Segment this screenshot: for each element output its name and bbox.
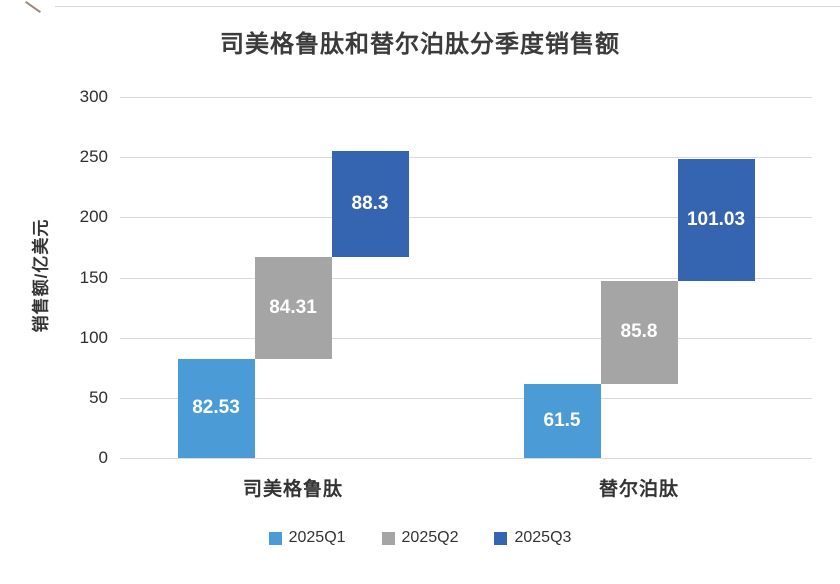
legend-swatch (494, 531, 508, 545)
bar-value-label: 61.5 (543, 409, 581, 431)
gridline (120, 397, 812, 399)
legend-item: 2025Q3 (494, 529, 571, 547)
top-divider (55, 6, 840, 7)
legend-swatch (381, 531, 395, 545)
bar-segment: 88.3 (331, 150, 409, 258)
y-tick-label: 150 (79, 267, 108, 287)
gridline (120, 277, 812, 279)
bar-segment: 85.8 (600, 280, 678, 384)
gridline (120, 217, 812, 219)
bar-segment: 84.31 (254, 257, 332, 359)
bar-value-label: 82.53 (192, 397, 240, 419)
bar-segment: 101.03 (677, 159, 755, 281)
bar-value-label: 84.31 (269, 296, 317, 318)
y-tick-label: 300 (79, 87, 108, 106)
chart-title: 司美格鲁肽和替尔泊肽分季度销售额 (220, 31, 620, 58)
y-tick-label: 0 (98, 448, 108, 467)
x-category-label: 司美格鲁肽 (242, 479, 344, 500)
bar-value-label: 88.3 (351, 193, 389, 215)
x-category-label: 替尔泊肽 (598, 479, 680, 500)
legend-item: 2025Q1 (268, 529, 346, 547)
gridline (120, 337, 812, 339)
legend-label: 2025Q1 (288, 529, 346, 546)
y-tick-label: 250 (79, 147, 108, 167)
bar-value-label: 85.8 (620, 321, 658, 343)
bar-value-label: 101.03 (686, 208, 746, 230)
legend: 2025Q1 2025Q2 2025Q3 (0, 529, 840, 547)
legend-swatch (268, 531, 282, 545)
gridline (120, 97, 812, 98)
legend-item: 2025Q2 (381, 529, 459, 547)
legend-label: 2025Q3 (514, 529, 572, 546)
bar-segment: 82.53 (177, 358, 255, 458)
legend-label: 2025Q2 (401, 529, 459, 546)
bar-segment: 61.5 (523, 383, 601, 458)
gridline (120, 458, 812, 459)
gridline (120, 157, 812, 159)
y-tick-label: 50 (89, 387, 108, 407)
y-tick-label: 200 (79, 207, 108, 227)
y-tick-label: 100 (79, 327, 108, 347)
